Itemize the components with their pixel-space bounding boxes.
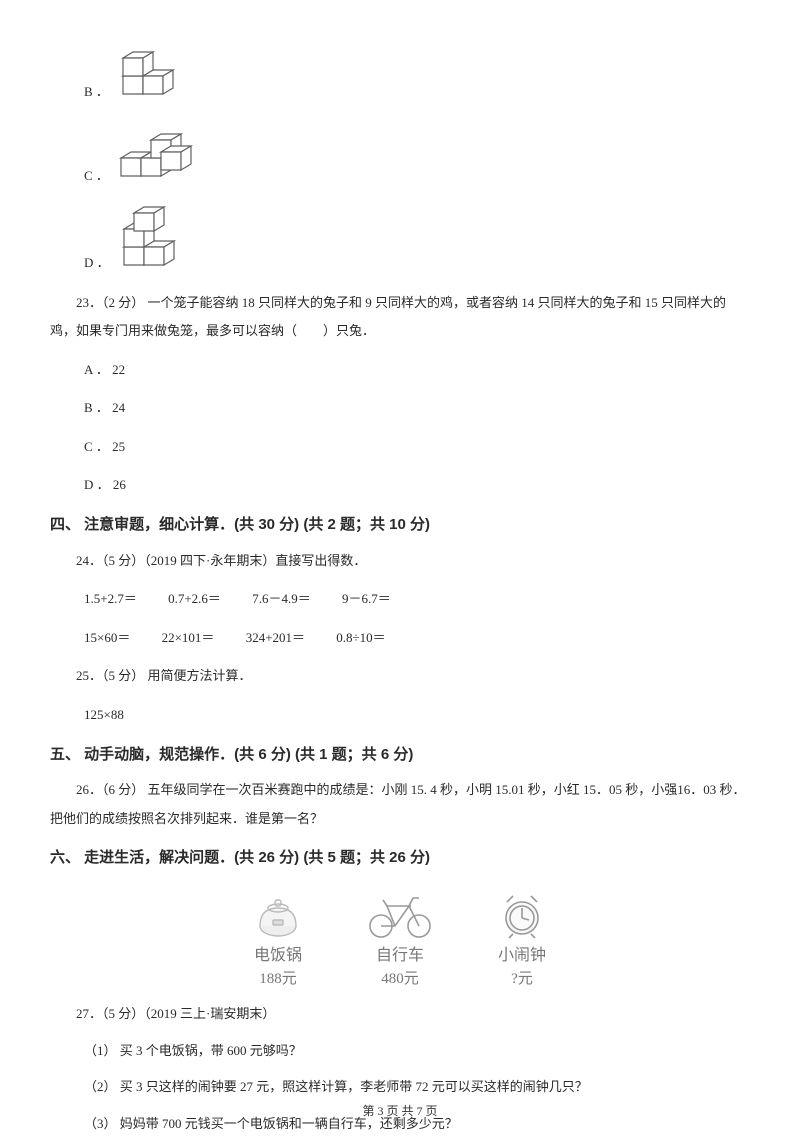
page-footer: 第 3 页 共 7 页: [0, 1102, 800, 1120]
q27-lead: 27．（5 分）（2019 三上·瑞安期末）: [50, 1000, 750, 1029]
rice-cooker-icon: [251, 890, 305, 940]
cube-figure-d: [118, 201, 192, 277]
alarm-clock-icon: [495, 890, 549, 940]
p1-name: 电饭锅: [251, 944, 305, 968]
option-b-label: B ．: [84, 82, 109, 102]
option-b-row: B ．: [50, 30, 750, 106]
q23-text: 23．（2 分） 一个笼子能容纳 18 只同样大的兔子和 9 只同样大的鸡，或者…: [50, 289, 750, 346]
option-d-label: D ．: [84, 253, 110, 273]
q24-r1c2: 0.7+2.6＝: [168, 585, 221, 614]
product-rice-cooker: 电饭锅 188元: [251, 890, 305, 991]
section-6-heading: 六、 走进生活，解决问题．(共 26 分) (共 5 题；共 26 分): [50, 847, 750, 870]
q24-r2c1: 15×60＝: [84, 624, 130, 653]
q23-opt-c: C ． 25: [50, 433, 750, 462]
p2-name: 自行车: [365, 944, 435, 968]
q23-opt-a: A ． 22: [50, 356, 750, 385]
q25-expr: 125×88: [50, 701, 750, 730]
products-row: 电饭锅 188元 自行车 480元 小闹钟 ?元: [50, 890, 750, 991]
q24-r1c1: 1.5+2.7＝: [84, 585, 137, 614]
q24-r2c2: 22×101＝: [162, 624, 215, 653]
option-d-row: D ．: [50, 201, 750, 277]
q24-r1c3: 7.6－4.9＝: [252, 585, 311, 614]
q26-text: 26．（6 分） 五年级同学在一次百米赛跑中的成绩是：小刚 15. 4 秒，小明…: [50, 776, 750, 833]
q23-opt-b: B ． 24: [50, 394, 750, 423]
q24-r1c4: 9－6.7＝: [342, 585, 391, 614]
p3-name: 小闹钟: [495, 944, 549, 968]
cube-figure-c: [117, 118, 203, 190]
product-bicycle: 自行车 480元: [365, 890, 435, 991]
q24-lead: 24．（5 分）（2019 四下·永年期末）直接写出得数．: [50, 547, 750, 576]
section-5-heading: 五、 动手动脑，规范操作．(共 6 分) (共 1 题；共 6 分): [50, 744, 750, 767]
q25-lead: 25．（5 分） 用简便方法计算．: [50, 662, 750, 691]
q27-s2: （2） 买 3 只这样的闹钟要 27 元，照这样计算，李老师带 72 元可以买这…: [50, 1073, 750, 1102]
section-4-heading: 四、 注意审题，细心计算．(共 30 分) (共 2 题；共 10 分): [50, 514, 750, 537]
q27-s1: （1） 买 3 个电饭锅，带 600 元够吗？: [50, 1037, 750, 1066]
cube-figure-b: [117, 30, 181, 106]
q24-row2: 15×60＝ 22×101＝ 324+201＝ 0.8÷10＝: [50, 624, 750, 653]
q24-r2c4: 0.8÷10＝: [336, 624, 385, 653]
p2-price: 480元: [365, 968, 435, 991]
product-alarm-clock: 小闹钟 ?元: [495, 890, 549, 991]
p1-price: 188元: [251, 968, 305, 991]
q24-r2c3: 324+201＝: [246, 624, 305, 653]
option-c-label: C ．: [84, 166, 109, 186]
q23-opt-d: D ． 26: [50, 471, 750, 500]
option-c-row: C ．: [50, 118, 750, 190]
p3-price: ?元: [495, 968, 549, 991]
bicycle-icon: [365, 890, 435, 940]
q24-row1: 1.5+2.7＝ 0.7+2.6＝ 7.6－4.9＝ 9－6.7＝: [50, 585, 750, 614]
